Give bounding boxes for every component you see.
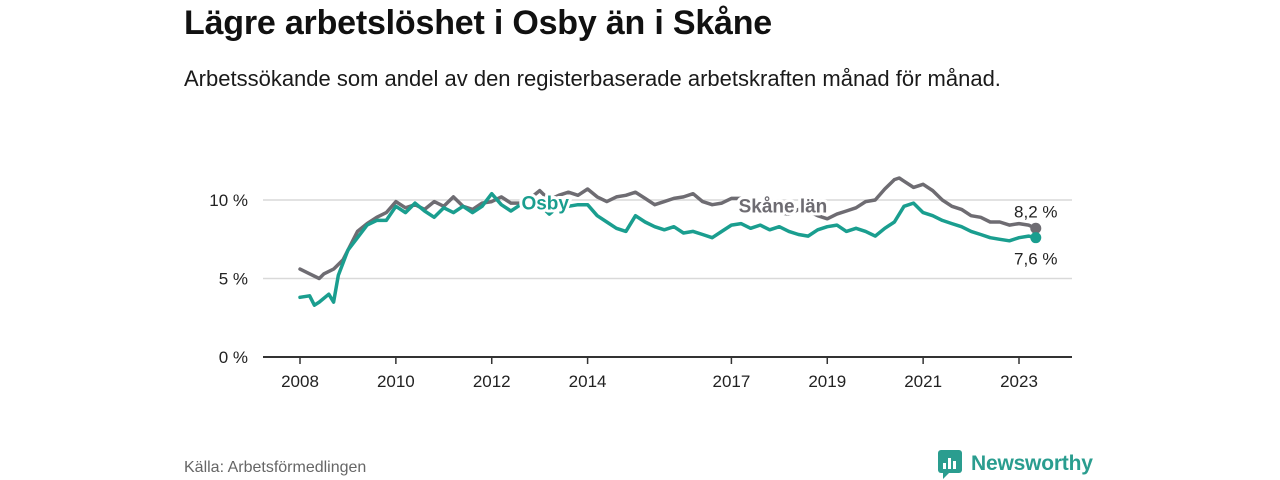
osby-end-label: 7,6 % bbox=[1014, 250, 1057, 269]
chart-subtitle: Arbetssökande som andel av den registerb… bbox=[184, 66, 1001, 91]
y-tick-label: 10 % bbox=[209, 191, 248, 210]
line-chart: 0 %5 %10 % 2008 2010 2012 2014 2017 2019 2021 2… bbox=[209, 176, 1072, 391]
y-tick-label: 5 % bbox=[219, 270, 248, 289]
x-axis: 2008 2010 2012 2014 2017 2019 2021 2023 bbox=[263, 356, 1072, 391]
y-tick-label: 0 % bbox=[219, 348, 248, 367]
series-line-osby bbox=[298, 191, 1038, 307]
x-tick-label: 2017 bbox=[712, 372, 750, 391]
brand-name: Newsworthy bbox=[971, 452, 1093, 475]
x-tick-label: 2010 bbox=[377, 372, 415, 391]
osby-series-label: Osby bbox=[521, 193, 569, 214]
x-tick-label: 2021 bbox=[904, 372, 942, 391]
skane-end-label: 8,2 % bbox=[1014, 202, 1057, 221]
skane-series-label: Skåne län bbox=[739, 196, 828, 217]
chart-title: Lägre arbetslöshet i Osby än i Skåne bbox=[184, 4, 773, 42]
series-end-point bbox=[1030, 232, 1042, 244]
series-lines bbox=[298, 176, 1042, 307]
x-tick-label: 2023 bbox=[1000, 372, 1038, 391]
brand-logo[interactable]: Newsworthy bbox=[937, 449, 1093, 479]
skane-series-label-halo: Skåne län bbox=[739, 196, 828, 217]
series-end-point bbox=[1030, 222, 1042, 234]
osby-series-label-halo: Osby bbox=[521, 193, 569, 214]
x-tick-label: 2008 bbox=[281, 372, 319, 391]
x-tick-label: 2014 bbox=[569, 372, 607, 391]
x-tick-label: 2012 bbox=[473, 372, 511, 391]
x-tick-label: 2019 bbox=[808, 372, 846, 391]
newsworthy-logo-icon bbox=[938, 450, 962, 479]
source-note: Källa: Arbetsförmedlingen bbox=[184, 459, 367, 476]
